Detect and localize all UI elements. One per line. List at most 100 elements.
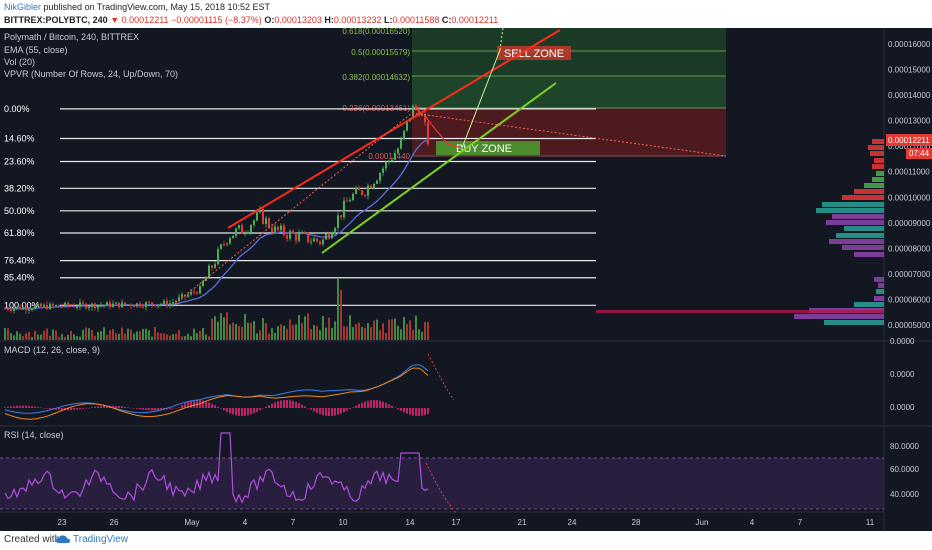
volume-bar [268,333,270,340]
vpvr-poc [596,310,884,313]
fib-level-label: 14.60% [4,134,35,144]
volume-bar [118,333,120,340]
candle-body [16,306,18,309]
candle-body [151,302,153,305]
support-trendline[interactable] [321,82,557,254]
legend-vpvr[interactable]: VPVR (Number Of Rows, 24, Up/Down, 70) [4,69,178,79]
rsi-axis-label: 40.0000 [890,490,919,499]
volume-bar [139,331,141,340]
vpvr-row [826,220,884,225]
price-tick: 0.00008000 [888,244,931,253]
macd-bar [307,408,309,409]
macd-bar [217,406,219,408]
legend-ema[interactable]: EMA (55, close) [4,45,68,55]
volume-bar [160,333,162,340]
candle-body [379,172,381,181]
candle-body [310,241,312,243]
macd-bar [388,404,390,408]
candle-body [220,244,222,250]
macd-bar [193,400,195,408]
rsi-panel[interactable]: RSI (14, close) [0,430,884,514]
chart-canvas[interactable]: 0.618(0.00016520) 0.5(0.00015579) 0.382(… [0,27,932,531]
macd-bar [352,407,354,408]
macd-bar [358,404,360,408]
current-price-label: 0.00012211 [888,136,930,145]
vpvr-row [842,245,884,250]
candle-body [241,225,243,234]
macd-bar [97,406,99,408]
volume-bar [181,336,183,340]
volume-bar [175,333,177,340]
time-axis[interactable]: 23 26 May 4 7 10 14 17 21 24 28 Jun 4 7 11 [58,518,875,527]
macd-panel[interactable]: MACD (12, 26, close, 9) [4,345,455,420]
symbol-line: BITTREX:POLYBTC, 240 ▼ 0.00012211 −0.000… [4,14,498,26]
candle-body [292,230,294,234]
candle-body [229,238,231,244]
macd-bar [28,405,30,408]
candle-body [55,305,57,307]
volume-bar [346,326,348,340]
vpvr-row [854,189,884,194]
macd-bar [313,408,315,412]
fib-extension-mid-zone [412,76,726,108]
macd-bar [151,408,153,411]
candle-body [316,238,318,242]
macd-bar [61,408,63,411]
candle-body [61,306,63,308]
fib-retracement[interactable]: 0.00% 14.60% 23.60% 38.20% 50.00% 61.80% 76.40… [4,104,596,310]
macd-bar [58,408,60,411]
candle-body [418,108,420,116]
candle-body [109,302,111,307]
time-tick: 4 [243,518,248,527]
chart-area[interactable]: 0.618(0.00016520) 0.5(0.00015579) 0.382(… [0,27,932,531]
candle-body [406,120,408,131]
candle-body [157,304,159,307]
macd-bar [82,408,84,409]
macd-bar [415,408,417,416]
volume-bar [226,312,228,340]
macd-bar [169,408,171,409]
macd-bar [187,401,189,408]
vpvr-row [829,239,884,244]
candle-body [307,232,309,243]
candle-body [205,277,207,282]
volume-bar [244,314,246,340]
volume-bar [247,322,249,340]
legend-vol[interactable]: Vol (20) [4,57,35,67]
candle-body [421,114,423,116]
volume-bar [103,327,105,340]
macd-bar [280,400,282,408]
volume-bar [304,316,306,340]
macd-bar [256,408,258,412]
candle-body [247,231,249,234]
candle-body [82,302,84,304]
macd-bar [145,408,147,411]
volume-bar [4,327,6,340]
dotted-projection [411,112,727,157]
candle-body [274,226,276,233]
macd-bar [34,406,36,408]
candle-body [322,239,324,245]
volume-bar [352,327,354,340]
vpvr-row [816,208,884,213]
volume-bar [148,330,150,340]
candle-body [133,306,135,308]
time-tick: May [184,518,199,527]
candle-body [208,265,210,278]
rsi-band [0,458,884,509]
candle-body [256,212,258,221]
candle-body [382,168,384,173]
price-axis[interactable]: 0.00016000 0.00015000 0.00014000 0.00013000… [888,40,931,330]
macd-bar [412,408,414,416]
candle-body [154,304,156,307]
candle-body [58,305,60,307]
tradingview-brand[interactable]: TradingView [73,534,129,545]
author-link[interactable]: NikGibler [4,2,42,12]
candle-body [253,220,255,225]
resistance-trendline[interactable] [227,29,561,229]
macd-bar [79,408,81,410]
macd-bar [247,408,249,416]
volume-bar [70,330,72,340]
volume-bar [328,317,330,340]
candle-body [385,161,387,169]
